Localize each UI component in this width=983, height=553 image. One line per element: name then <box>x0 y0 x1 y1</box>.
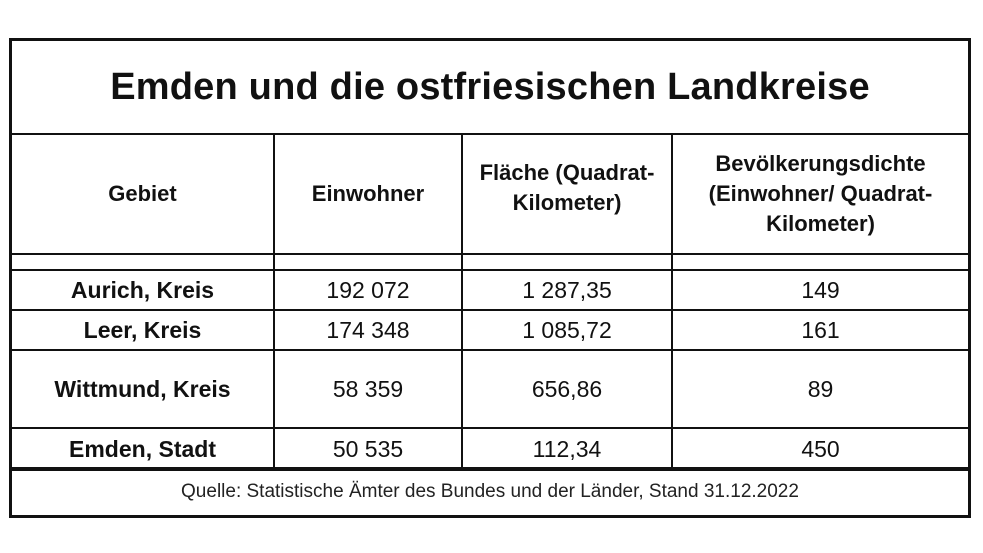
cell-gebiet: Leer, Kreis <box>12 309 275 351</box>
cell-dichte: 149 <box>671 269 968 311</box>
header-dichte-line-2: (Einwohner/ Quadrat- <box>708 181 933 206</box>
cell-gebiet: Aurich, Kreis <box>12 269 275 311</box>
table-row: Emden, Stadt 50 535 112,34 450 <box>12 427 968 471</box>
header-dichte-line-3: Kilometer) <box>766 211 875 236</box>
cell-einwohner: 174 348 <box>273 309 463 351</box>
cell-dichte: 89 <box>671 349 968 429</box>
header-flaeche: Fläche (Quadrat- Kilometer) <box>461 133 673 255</box>
data-table: Gebiet Einwohner Fläche (Quadrat- Kilome… <box>12 133 968 471</box>
table-title: Emden und die ostfriesischen Landkreise <box>12 41 968 135</box>
cell-einwohner: 50 535 <box>273 427 463 471</box>
cell-dichte: 161 <box>671 309 968 351</box>
table-frame: Emden und die ostfriesischen Landkreise … <box>9 38 971 518</box>
header-dichte: Bevölkerungsdichte (Einwohner/ Quadrat- … <box>671 133 968 255</box>
header-einwohner: Einwohner <box>273 133 463 255</box>
header-row: Gebiet Einwohner Fläche (Quadrat- Kilome… <box>12 133 968 255</box>
table-row: Wittmund, Kreis 58 359 656,86 89 <box>12 349 968 429</box>
cell-flaeche: 1 287,35 <box>461 269 673 311</box>
header-flaeche-line-1: Fläche (Quadrat- <box>479 160 655 185</box>
cell-gebiet: Wittmund, Kreis <box>12 349 275 429</box>
cell-flaeche: 1 085,72 <box>461 309 673 351</box>
cell-flaeche: 656,86 <box>461 349 673 429</box>
cell-einwohner: 192 072 <box>273 269 463 311</box>
header-dichte-line-1: Bevölkerungsdichte <box>715 151 926 176</box>
table-row: Aurich, Kreis 192 072 1 287,35 149 <box>12 269 968 311</box>
table-row: Leer, Kreis 174 348 1 085,72 161 <box>12 309 968 351</box>
source-note: Quelle: Statistische Ämter des Bundes un… <box>12 467 968 515</box>
cell-dichte: 450 <box>671 427 968 471</box>
spacer-row <box>12 253 968 271</box>
cell-gebiet: Emden, Stadt <box>12 427 275 471</box>
cell-einwohner: 58 359 <box>273 349 463 429</box>
header-gebiet: Gebiet <box>12 133 275 255</box>
header-flaeche-line-2: Kilometer) <box>512 190 622 215</box>
cell-flaeche: 112,34 <box>461 427 673 471</box>
